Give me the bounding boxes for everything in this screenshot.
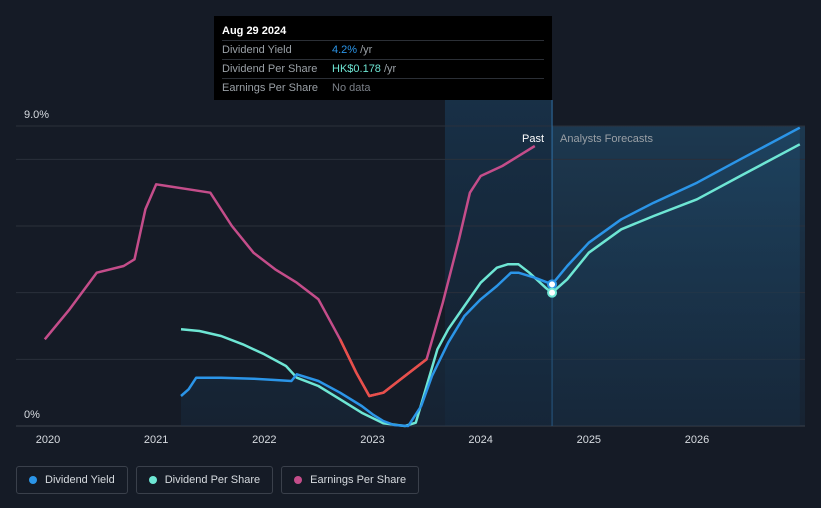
dividend-yield-line — [180, 126, 801, 428]
legend-label: Dividend Yield — [45, 474, 115, 486]
dividend-yield-marker — [547, 279, 558, 290]
tooltip-row-dividend-yield: Dividend Yield 4.2% /yr — [222, 40, 544, 59]
legend-item-dividend-yield[interactable]: Dividend Yield — [16, 466, 128, 494]
tooltip-value: HK$0.178 — [332, 63, 381, 75]
legend-label: Earnings Per Share — [310, 474, 407, 486]
x-tick-label: 2021 — [144, 434, 168, 446]
legend-label: Dividend Per Share — [164, 474, 261, 486]
y-tick-label: 9.0% — [24, 109, 49, 121]
tooltip-row-earnings-per-share: Earnings Per Share No data — [222, 78, 544, 97]
legend: Dividend Yield Dividend Per Share Earnin… — [16, 466, 420, 494]
x-tick-label: 2020 — [36, 434, 60, 446]
x-tick-label: 2023 — [360, 434, 384, 446]
tooltip: Aug 29 2024 Dividend Yield 4.2% /yr Divi… — [214, 16, 552, 100]
legend-dot-icon — [294, 476, 303, 484]
legend-item-earnings-per-share[interactable]: Earnings Per Share — [281, 466, 420, 494]
tooltip-label: Earnings Per Share — [222, 82, 318, 94]
tooltip-label: Dividend Yield — [222, 44, 292, 56]
legend-item-dividend-per-share[interactable]: Dividend Per Share — [135, 466, 274, 494]
x-tick-label: 2026 — [685, 434, 709, 446]
forecast-label: Analysts Forecasts — [560, 133, 653, 145]
tooltip-value: No data — [332, 82, 371, 94]
past-label: Past — [522, 133, 544, 145]
dividend-yield-area — [181, 127, 800, 426]
tooltip-unit: /yr — [360, 44, 373, 56]
dividend-per-share-line — [180, 143, 801, 428]
tooltip-unit: /yr — [383, 63, 397, 75]
earnings-per-share-line — [43, 144, 536, 398]
legend-dot-icon — [29, 476, 37, 484]
x-tick-label: 2024 — [468, 434, 492, 446]
dividend-per-share-marker — [547, 287, 558, 298]
tooltip-label: Dividend Per Share — [222, 63, 318, 75]
y-tick-label: 0% — [24, 409, 40, 421]
tooltip-row-dividend-per-share: Dividend Per Share HK$0.178 /yr — [222, 59, 544, 78]
earnings-per-share-low-segment — [338, 338, 428, 398]
tooltip-value: 4.2% — [332, 44, 358, 56]
legend-dot-icon — [148, 476, 157, 484]
tooltip-date: Aug 29 2024 — [222, 25, 287, 37]
x-tick-label: 2022 — [252, 434, 276, 446]
x-tick-label: 2025 — [577, 434, 601, 446]
